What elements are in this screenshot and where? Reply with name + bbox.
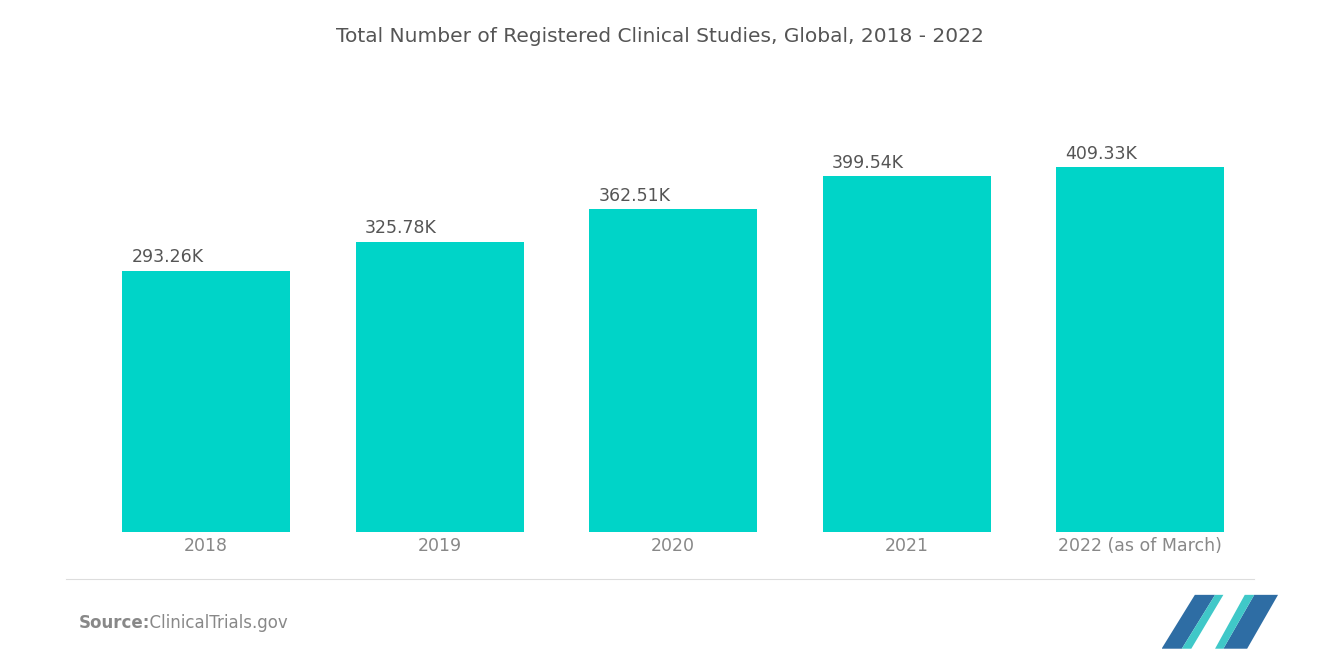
Text: Total Number of Registered Clinical Studies, Global, 2018 - 2022: Total Number of Registered Clinical Stud… (337, 27, 983, 46)
Text: 399.54K: 399.54K (832, 154, 904, 172)
Polygon shape (1224, 595, 1278, 649)
Bar (355, 241, 524, 532)
Text: 325.78K: 325.78K (364, 219, 437, 237)
Polygon shape (1162, 595, 1214, 649)
Text: 362.51K: 362.51K (598, 186, 671, 205)
Text: 293.26K: 293.26K (132, 248, 203, 266)
Polygon shape (1214, 595, 1254, 649)
Text: Source:: Source: (79, 614, 150, 632)
Bar (1056, 167, 1225, 532)
Bar (589, 209, 758, 532)
Bar (822, 176, 991, 532)
Text: ClinicalTrials.gov: ClinicalTrials.gov (139, 614, 288, 632)
Polygon shape (1181, 595, 1224, 649)
Bar (121, 271, 290, 532)
Text: 409.33K: 409.33K (1065, 145, 1138, 163)
